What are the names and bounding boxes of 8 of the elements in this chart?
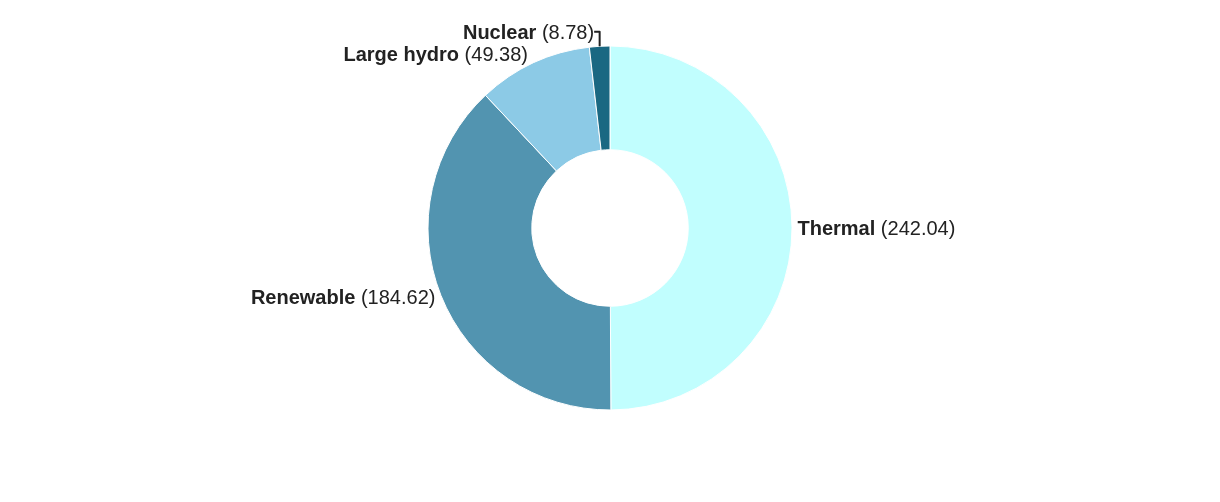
data-label: (49.38) (464, 42, 529, 65)
data-label: (242.04) (880, 216, 956, 239)
slice-label: Large hydro (343, 42, 460, 65)
slice-label: Nuclear (462, 20, 537, 43)
data-label: (184.62) (360, 285, 436, 308)
slice-label: Renewable (250, 285, 356, 308)
slice-label: Thermal (797, 216, 876, 239)
data-label: (8.78) (541, 20, 595, 43)
